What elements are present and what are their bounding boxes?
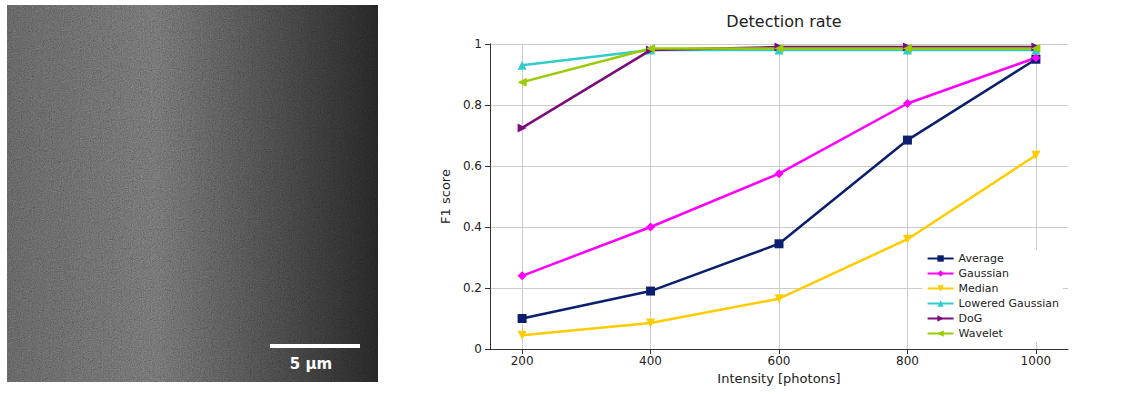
svg-text:0.2: 0.2: [463, 281, 482, 295]
svg-text:1: 1: [474, 37, 482, 51]
svg-text:Median: Median: [959, 282, 999, 295]
svg-text:F1 score: F1 score: [438, 169, 453, 224]
svg-text:0.8: 0.8: [463, 98, 482, 112]
svg-text:800: 800: [896, 354, 919, 368]
svg-text:0.6: 0.6: [463, 159, 482, 173]
svg-text:Wavelet: Wavelet: [959, 327, 1004, 340]
svg-text:0.4: 0.4: [463, 220, 482, 234]
svg-text:0: 0: [474, 342, 482, 356]
svg-text:Detection rate: Detection rate: [726, 12, 841, 31]
svg-text:400: 400: [639, 354, 662, 368]
svg-text:Gaussian: Gaussian: [959, 267, 1009, 280]
svg-text:Intensity [photons]: Intensity [photons]: [717, 371, 840, 386]
svg-text:Average: Average: [959, 252, 1004, 265]
svg-text:5 µm: 5 µm: [290, 355, 332, 373]
svg-text:Lowered Gaussian: Lowered Gaussian: [959, 297, 1059, 310]
svg-text:600: 600: [768, 354, 791, 368]
svg-text:1000: 1000: [1021, 354, 1052, 368]
svg-text:DoG: DoG: [959, 312, 983, 325]
svg-text:200: 200: [511, 354, 534, 368]
